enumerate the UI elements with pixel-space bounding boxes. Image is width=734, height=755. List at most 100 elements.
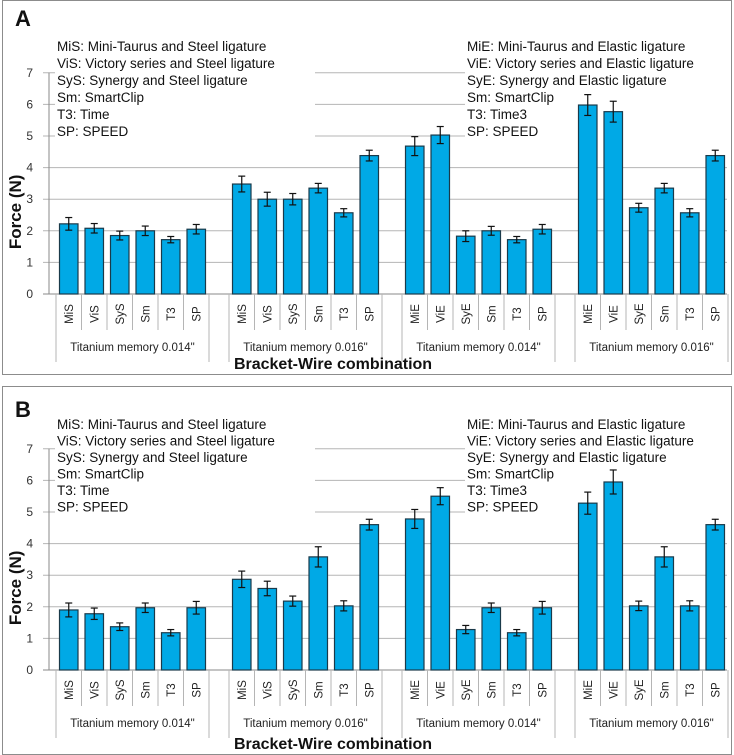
y-axis-title: Force (N) [6, 551, 25, 626]
panel-a: A 0 1 2 3 4 5 6 7 MiS ViS SyS Sm T3 SP Titanium memory … [2, 0, 732, 375]
legend-left-entry: Sm: SmartClip [57, 90, 144, 105]
bar [308, 556, 329, 671]
bar [186, 607, 207, 671]
y-tick-label: 2 [26, 600, 33, 614]
bar [455, 235, 476, 295]
bar [506, 632, 527, 671]
legend-right-entry: T3: Time3 [467, 107, 527, 122]
x-axis-title: Bracket-Wire combination [234, 736, 432, 753]
category-label: SP [710, 306, 722, 322]
bar [84, 227, 105, 295]
legend-right-entry: MiE: Mini-Taurus and Elastic ligature [467, 39, 685, 54]
category-label: ViS [89, 681, 101, 699]
category-label: T3 [512, 307, 524, 320]
x-axis-title: Bracket-Wire combination [234, 356, 432, 373]
category-label: Sm [659, 681, 671, 698]
bar [135, 230, 156, 295]
legend-right-entry: Sm: SmartClip [467, 90, 554, 105]
category-label: MiS [237, 304, 249, 324]
category-label: T3 [339, 307, 351, 320]
category-label: T3 [166, 683, 178, 696]
panel-label: B [15, 397, 31, 422]
category-label: SyS [115, 303, 127, 324]
legend-right-entry: SyE: Synergy and Elastic ligature [467, 73, 667, 88]
bar [430, 134, 451, 295]
y-tick-label: 3 [26, 568, 33, 582]
bar [481, 607, 502, 671]
legend-left-entry: ViS: Victory series and Steel ligature [57, 56, 275, 71]
category-label: SyE [461, 303, 473, 324]
category-label: MiE [583, 680, 595, 700]
legend-left-entry: T3: Time [57, 483, 110, 498]
y-tick-label: 7 [26, 442, 33, 456]
category-label: MiS [64, 304, 76, 324]
bar [359, 524, 380, 671]
bar [430, 495, 451, 671]
group-label: Titanium memory 0.014" [416, 342, 540, 354]
bar [603, 481, 624, 671]
y-tick-label: 5 [26, 505, 33, 519]
y-tick-label: 6 [26, 97, 33, 111]
category-label: Sm [486, 305, 498, 322]
bar [257, 587, 278, 671]
legend-right-entry: T3: Time3 [467, 483, 527, 498]
bar [481, 230, 502, 295]
panel-b: B 0 1 2 3 4 5 6 7 MiS ViS SyS Sm T3 SP Titanium memory … [2, 386, 732, 755]
bar [282, 198, 303, 295]
category-label: ViS [262, 681, 274, 699]
category-label: T3 [685, 683, 697, 696]
chart-b: B 0 1 2 3 4 5 6 7 MiS ViS SyS Sm T3 SP Titanium memory … [6, 397, 729, 753]
bar [359, 154, 380, 295]
bar [231, 183, 252, 295]
bar [532, 228, 553, 295]
bar [532, 607, 553, 671]
category-label: Sm [486, 681, 498, 698]
category-label: ViE [608, 305, 620, 323]
legend-right-entry: ViE: Victory series and Elastic ligature [467, 56, 694, 71]
category-label: SyE [634, 303, 646, 324]
chart-a: A 0 1 2 3 4 5 6 7 MiS ViS SyS Sm T3 SP Titanium memory … [6, 6, 729, 373]
bar [404, 518, 425, 671]
legend-right-entry: MiE: Mini-Taurus and Elastic ligature [467, 417, 685, 432]
bar [577, 104, 598, 295]
legend-left-entry: Sm: SmartClip [57, 467, 144, 482]
legend-left-entry: MiS: Mini-Taurus and Steel ligature [57, 417, 266, 432]
bar [506, 239, 527, 295]
bar [109, 626, 130, 671]
category-label: SP [191, 306, 203, 322]
y-tick-label: 2 [26, 224, 33, 238]
group-label: Titanium memory 0.016" [589, 342, 713, 354]
category-label: Sm [313, 681, 325, 698]
category-label: SP [537, 682, 549, 698]
bar [577, 502, 598, 671]
category-label: ViS [89, 305, 101, 323]
bar [231, 578, 252, 671]
category-label: SP [537, 306, 549, 322]
category-label: ViE [608, 681, 620, 699]
legend-left-entry: SP: SPEED [57, 500, 129, 515]
bar [257, 198, 278, 295]
category-label: MiS [64, 680, 76, 700]
panel-label: A [15, 6, 31, 31]
category-label: Sm [140, 305, 152, 322]
bar [186, 228, 207, 295]
legend-right-bg [465, 415, 727, 518]
legend-right-entry: ViE: Victory series and Elastic ligature [467, 434, 694, 449]
bar [603, 111, 624, 295]
category-label: Sm [313, 305, 325, 322]
category-label: MiE [410, 304, 422, 324]
y-axis-title: Force (N) [6, 175, 25, 250]
y-tick-label: 0 [26, 663, 33, 677]
bar [455, 628, 476, 671]
group-label: Titanium memory 0.016" [243, 342, 367, 354]
bar [404, 145, 425, 295]
category-label: SyS [288, 679, 300, 700]
legend-right-entry: Sm: SmartClip [467, 467, 554, 482]
y-tick-label: 4 [26, 161, 33, 175]
category-label: SP [191, 682, 203, 698]
category-label: MiE [410, 680, 422, 700]
category-label: SyS [115, 679, 127, 700]
group-label: Titanium memory 0.016" [589, 718, 713, 730]
group-label: Titanium memory 0.014" [70, 342, 194, 354]
category-label: ViS [262, 305, 274, 323]
